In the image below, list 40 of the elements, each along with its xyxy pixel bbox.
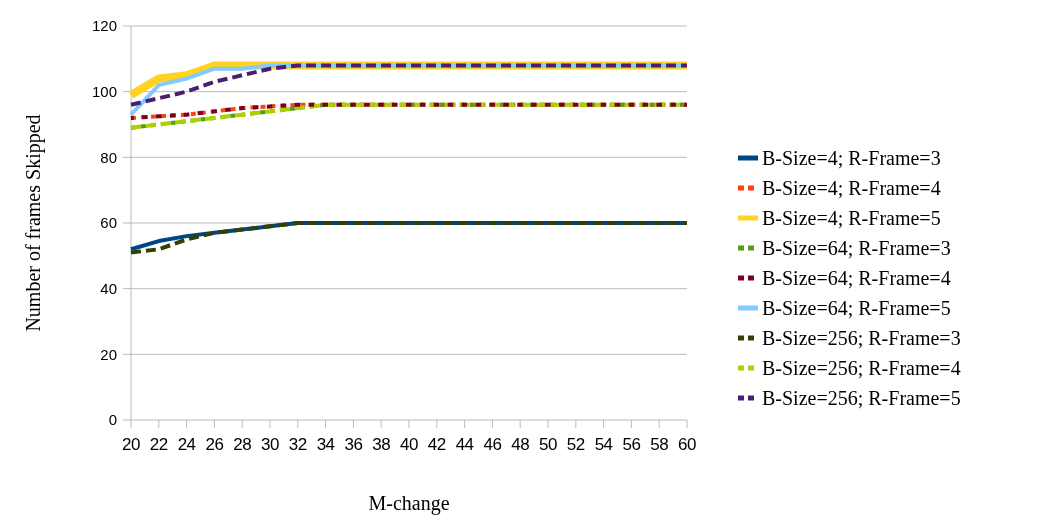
x-tick-label: 26: [205, 435, 224, 454]
legend-label: B-Size=256; R-Frame=4: [762, 357, 961, 379]
x-tick-label: 46: [483, 435, 502, 454]
legend-label: B-Size=4; R-Frame=4: [762, 177, 941, 199]
x-tick-label: 28: [233, 435, 252, 454]
legend-label: B-Size=4; R-Frame=5: [762, 207, 941, 229]
x-tick-label: 22: [149, 435, 168, 454]
x-tick-label: 52: [566, 435, 585, 454]
line-series: [129, 63, 689, 107]
x-tick-label: 54: [594, 435, 613, 454]
x-tick-label: 24: [177, 435, 196, 454]
y-tick-label: 40: [100, 279, 117, 297]
y-tick-label: 100: [91, 82, 117, 100]
x-tick-label: 40: [400, 435, 418, 454]
y-axis-title: Number of frames Skipped: [22, 114, 45, 332]
x-tick-label: 32: [288, 435, 307, 454]
x-tick-label: 42: [427, 435, 446, 454]
y-tick-label: 60: [100, 214, 117, 232]
x-tick-label: 50: [539, 435, 557, 454]
x-tick-label: 56: [622, 435, 641, 454]
x-tick-label: 60: [678, 435, 696, 454]
legend-label: B-Size=64; R-Frame=4: [762, 267, 951, 289]
x-tick-label: 44: [455, 435, 474, 454]
x-tick-label: 58: [650, 435, 669, 454]
x-tick-label: 36: [344, 435, 363, 454]
x-tick-label: 30: [261, 435, 279, 454]
x-tick-label: 48: [511, 435, 530, 454]
legend-label: B-Size=64; R-Frame=3: [762, 237, 951, 259]
y-tick-label: 120: [91, 17, 117, 35]
legend-label: B-Size=64; R-Frame=5: [762, 297, 951, 319]
legend-label: B-Size=4; R-Frame=3: [762, 147, 941, 169]
x-tick-label: 38: [372, 435, 391, 454]
y-tick-label: 20: [100, 345, 117, 363]
y-tick-label: 80: [100, 148, 117, 166]
x-tick-label: 34: [316, 435, 335, 454]
x-axis-title: M-change: [368, 492, 450, 515]
legend-label: B-Size=256; R-Frame=3: [762, 327, 961, 349]
x-tick-label: 20: [122, 435, 140, 454]
legend-label: B-Size=256; R-Frame=5: [762, 387, 961, 409]
y-tick-label: 0: [108, 411, 117, 429]
